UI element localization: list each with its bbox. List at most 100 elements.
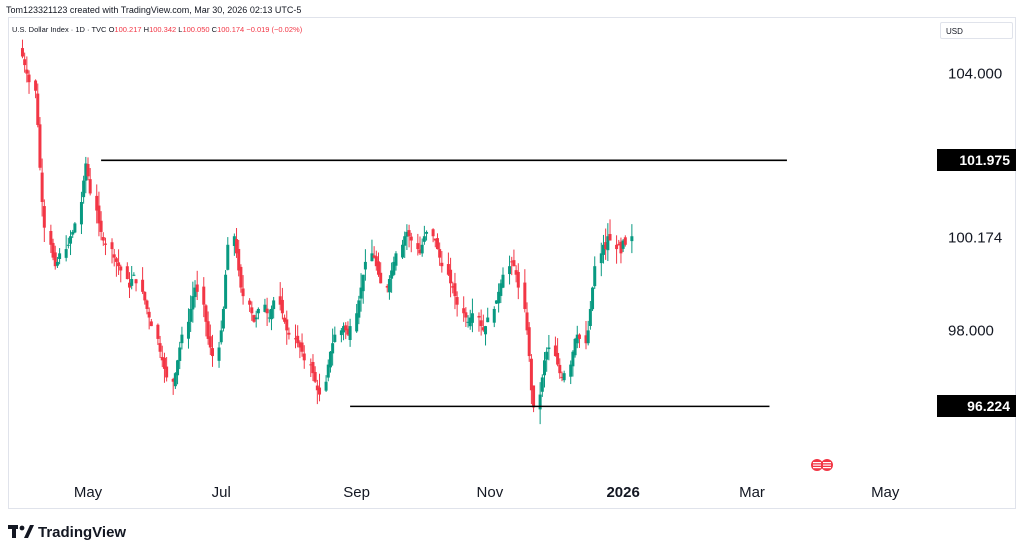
candle-body bbox=[623, 237, 627, 245]
candle-body bbox=[71, 231, 75, 235]
candle-body bbox=[477, 315, 481, 318]
candle-body bbox=[331, 343, 335, 354]
x-tick-label: Mar bbox=[739, 484, 765, 501]
x-tick-label: May bbox=[871, 484, 900, 501]
candle-body bbox=[250, 307, 254, 314]
candle-body bbox=[40, 172, 44, 202]
candle-body bbox=[328, 351, 332, 368]
candle-body bbox=[208, 336, 212, 348]
candle-body bbox=[99, 220, 103, 232]
candle-body bbox=[560, 376, 564, 378]
candle-body bbox=[156, 324, 160, 339]
candle-body bbox=[256, 308, 260, 314]
candle-body bbox=[226, 244, 230, 270]
candle-body bbox=[357, 300, 361, 318]
candle-body bbox=[455, 297, 459, 305]
candle-body bbox=[309, 364, 313, 366]
candle-body bbox=[523, 282, 527, 309]
candle-body bbox=[510, 261, 514, 263]
candle-body bbox=[606, 236, 610, 251]
candle-body bbox=[73, 223, 77, 233]
candle-body bbox=[525, 312, 529, 331]
candle-body bbox=[53, 252, 57, 267]
candle-body bbox=[134, 279, 138, 284]
candle-body bbox=[387, 279, 391, 293]
candle-body bbox=[272, 300, 276, 310]
candle-body bbox=[342, 326, 346, 333]
candle-body bbox=[302, 353, 306, 361]
candle-body bbox=[296, 335, 300, 344]
candle-body bbox=[232, 236, 236, 246]
candle-body bbox=[462, 308, 466, 314]
candle-body bbox=[601, 244, 605, 255]
open-value: 100.217 bbox=[114, 25, 142, 34]
candle-body bbox=[571, 351, 575, 367]
candle-body bbox=[110, 242, 114, 250]
candle-body bbox=[599, 253, 603, 264]
candle-body bbox=[591, 287, 595, 310]
candle-body bbox=[235, 239, 239, 254]
candle-body bbox=[538, 394, 542, 410]
candle-body bbox=[27, 74, 31, 83]
currency-button[interactable]: USD bbox=[940, 22, 1013, 39]
candle-body bbox=[269, 308, 273, 320]
candle-body bbox=[204, 305, 208, 322]
chart-frame[interactable] bbox=[8, 17, 1016, 509]
candle-body bbox=[604, 242, 608, 250]
candle-body bbox=[64, 249, 68, 258]
candle-body bbox=[481, 327, 485, 331]
candle-body bbox=[497, 291, 501, 304]
candle-body bbox=[435, 238, 439, 250]
candle-body bbox=[55, 261, 59, 266]
candle-body bbox=[584, 335, 588, 344]
candle-body bbox=[479, 320, 483, 327]
candle-body bbox=[86, 164, 90, 177]
candle-body bbox=[405, 231, 409, 237]
candle-body bbox=[586, 330, 590, 344]
candle-body bbox=[158, 343, 162, 352]
candle-body bbox=[191, 296, 195, 310]
candle-body bbox=[422, 236, 426, 242]
symbol-label: U.S. Dollar Index · 1D · TVC bbox=[12, 25, 107, 34]
candle-body bbox=[130, 279, 134, 286]
candle-body bbox=[265, 308, 269, 314]
candle-body bbox=[608, 234, 612, 241]
top-caption: Tom123321123 created with TradingView.co… bbox=[6, 5, 302, 15]
candle-body bbox=[211, 348, 214, 357]
candle-body bbox=[630, 236, 634, 242]
candle-body bbox=[569, 364, 573, 377]
last-price-label: 100.174 bbox=[948, 229, 1002, 246]
candle-body bbox=[508, 266, 512, 275]
candle-body bbox=[470, 313, 474, 323]
candle-body bbox=[315, 385, 319, 391]
candle-body bbox=[333, 334, 337, 342]
candle-body bbox=[25, 69, 29, 74]
candle-body bbox=[20, 48, 24, 57]
candle-body bbox=[186, 321, 190, 339]
candle-body bbox=[103, 243, 107, 245]
candle-body bbox=[512, 260, 516, 267]
candle-body bbox=[359, 287, 363, 299]
candle-body bbox=[313, 371, 317, 382]
candle-body bbox=[451, 286, 455, 288]
candle-body bbox=[346, 328, 350, 335]
candle-body bbox=[326, 364, 330, 378]
candle-body bbox=[440, 262, 444, 267]
high-value: 100.342 bbox=[149, 25, 177, 34]
candle-body bbox=[58, 253, 62, 259]
price-tag: 101.975 bbox=[937, 149, 1016, 172]
candle-body bbox=[468, 317, 472, 327]
candle-body bbox=[132, 274, 136, 276]
candle-body bbox=[160, 357, 164, 361]
candle-body bbox=[418, 249, 422, 254]
candle-body bbox=[545, 351, 549, 360]
candle-body bbox=[361, 274, 365, 292]
candle-body bbox=[615, 244, 619, 250]
candle-body bbox=[390, 270, 394, 279]
candle-body bbox=[49, 230, 53, 245]
candle-body bbox=[254, 317, 258, 320]
candle-body bbox=[162, 357, 166, 369]
candle-body bbox=[527, 327, 531, 357]
candle-body bbox=[374, 256, 378, 267]
